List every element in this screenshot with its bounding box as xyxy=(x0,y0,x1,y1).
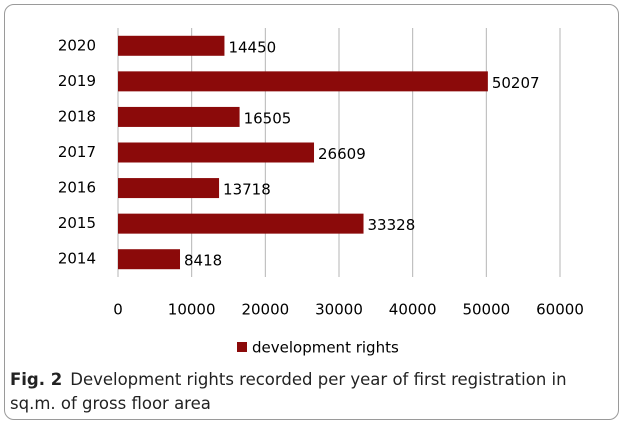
y-tick-label: 2015 xyxy=(58,214,96,232)
x-tick-label: 40000 xyxy=(389,301,437,319)
x-tick-label: 0 xyxy=(113,301,123,319)
x-tick-label: 30000 xyxy=(315,301,363,319)
x-tick-label: 50000 xyxy=(462,301,510,319)
x-tick-label: 60000 xyxy=(536,301,584,319)
legend-label: development rights xyxy=(252,339,399,357)
data-label: 13718 xyxy=(223,181,271,199)
caption: Fig. 2 Development rights recorded per ye… xyxy=(10,368,610,416)
bar xyxy=(118,142,315,163)
y-tick-label: 2014 xyxy=(58,250,96,268)
bar xyxy=(118,178,220,199)
data-label: 33328 xyxy=(368,216,416,234)
y-tick-label: 2019 xyxy=(58,72,96,90)
data-label: 26609 xyxy=(318,145,366,163)
bar xyxy=(118,106,240,127)
bar xyxy=(118,213,364,234)
y-tick-label: 2016 xyxy=(58,179,96,197)
bar xyxy=(118,249,181,270)
chart: 0 10000 20000 30000 40000 50000 60000 2020 2019 2… xyxy=(58,28,584,357)
data-label: 8418 xyxy=(184,252,222,270)
figure-frame xyxy=(4,4,619,420)
bar xyxy=(118,71,488,92)
bar xyxy=(118,35,225,56)
x-tick-label: 20000 xyxy=(241,301,289,319)
caption-text: Development rights recorded per year of … xyxy=(10,370,567,413)
x-tick-label: 10000 xyxy=(168,301,216,319)
data-label: 50207 xyxy=(492,74,540,92)
y-tick-label: 2018 xyxy=(58,107,96,125)
y-tick-label: 2017 xyxy=(58,143,96,161)
data-label: 16505 xyxy=(244,109,292,127)
data-label: 14450 xyxy=(228,38,276,56)
caption-label: Fig. 2 xyxy=(10,370,63,389)
y-tick-label: 2020 xyxy=(58,36,96,54)
legend-swatch xyxy=(237,342,247,352)
